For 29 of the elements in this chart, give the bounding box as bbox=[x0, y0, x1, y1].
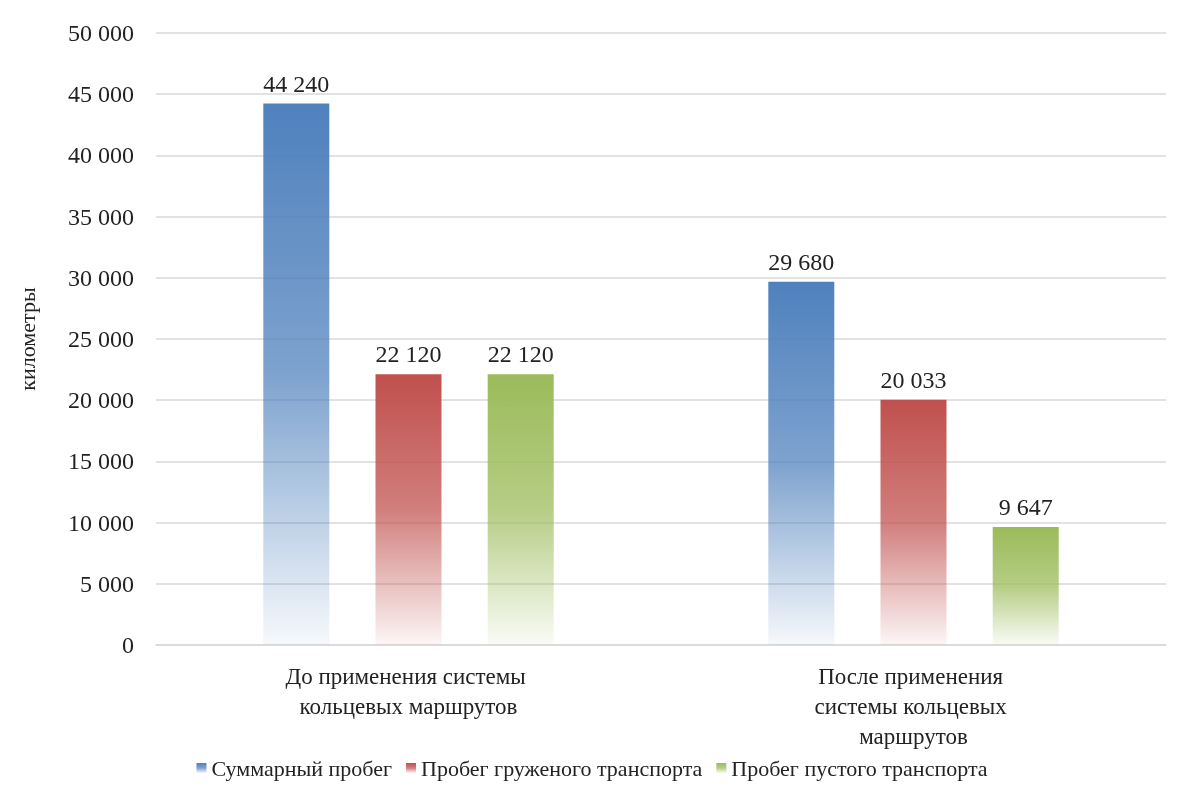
y-tick-label: 25 000 bbox=[68, 326, 134, 352]
y-tick-label: 30 000 bbox=[68, 264, 134, 291]
bar bbox=[768, 281, 835, 645]
data-label: 22 120 bbox=[375, 341, 442, 368]
y-tick-label: 20 000 bbox=[68, 387, 134, 414]
data-label: 22 120 bbox=[487, 341, 554, 368]
bar bbox=[375, 374, 442, 645]
y-axis-title: километры bbox=[14, 287, 40, 391]
y-tick-label: 0 bbox=[122, 632, 134, 658]
y-tick-label: 35 000 bbox=[68, 203, 134, 230]
y-tick-label: 50 000 bbox=[68, 20, 134, 46]
x-tick-label: После применения системы кольцевых маршрутов bbox=[814, 663, 1013, 749]
data-label: 29 680 bbox=[768, 248, 835, 275]
data-label: 44 240 bbox=[263, 70, 330, 97]
y-tick-label: 5 000 bbox=[80, 570, 134, 597]
y-tick-label: 15 000 bbox=[68, 448, 134, 475]
bar bbox=[880, 399, 947, 645]
legend-label: Пробег пустого транспорта bbox=[731, 755, 988, 781]
x-tick-label: До применения системы кольцевых маршрутов bbox=[285, 663, 532, 719]
y-tick-label: 40 000 bbox=[68, 142, 134, 169]
legend-label: Суммарный пробег bbox=[211, 755, 393, 781]
data-label: 9 647 bbox=[998, 493, 1053, 520]
y-tick-label: 45 000 bbox=[68, 81, 134, 108]
bar bbox=[992, 526, 1059, 645]
bar bbox=[487, 374, 554, 645]
y-tick-label: 10 000 bbox=[68, 509, 134, 536]
legend-label: Пробег груженого транспорта bbox=[421, 755, 703, 781]
data-label: 20 033 bbox=[880, 366, 947, 393]
bar bbox=[263, 103, 330, 645]
